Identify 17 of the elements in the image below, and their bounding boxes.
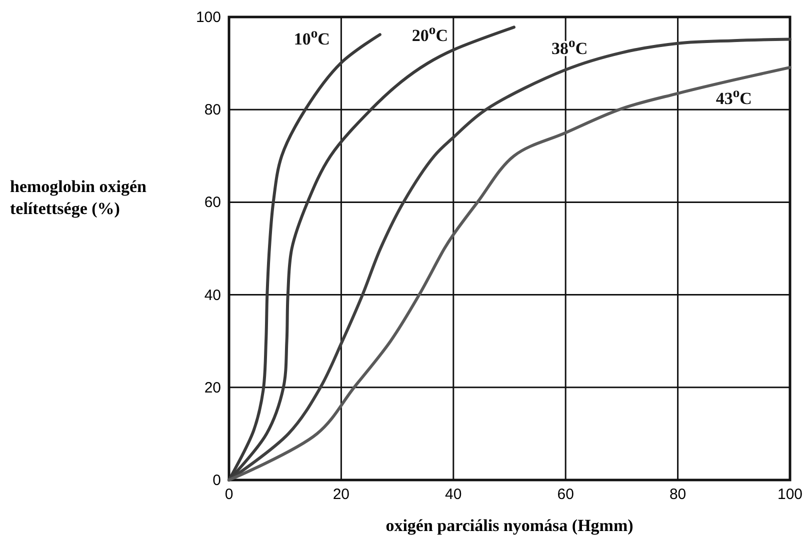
x-tick-label: 20 bbox=[332, 486, 350, 503]
x-tick-label: 60 bbox=[557, 486, 574, 503]
x-tick-label: 40 bbox=[445, 486, 462, 503]
y-tick-label: 0 bbox=[212, 472, 221, 489]
series-label: 10$^{o}$C bbox=[294, 25, 330, 49]
y-tick-label: 100 bbox=[196, 9, 221, 26]
x-tick-label: 80 bbox=[669, 486, 686, 503]
y-tick-label: 60 bbox=[204, 194, 221, 212]
series-label: 20$^{o}$C bbox=[412, 22, 448, 46]
x-axis-title: oxigén parciális nyomása (Hgmm) bbox=[386, 516, 634, 535]
x-tick-label: 100 bbox=[777, 486, 803, 503]
y-tick-label: 80 bbox=[204, 102, 221, 119]
series-label: 43$^{o}$C bbox=[716, 84, 752, 108]
y-tick-label: 20 bbox=[204, 379, 221, 396]
x-tick-label: 0 bbox=[224, 486, 234, 503]
y-axis-title: hemoglobin oxigén telítettsége (%) bbox=[10, 177, 148, 218]
y-tick-label: 40 bbox=[204, 286, 221, 304]
